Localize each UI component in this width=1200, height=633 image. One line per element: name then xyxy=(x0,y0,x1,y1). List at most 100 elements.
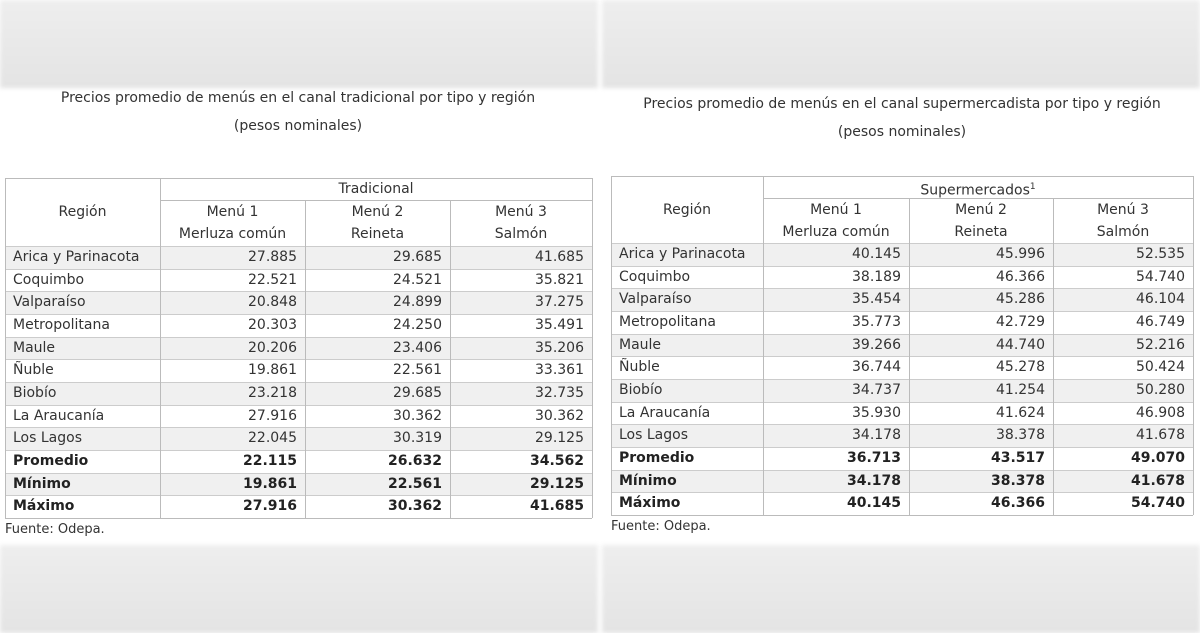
cell: 34.178 xyxy=(846,472,901,489)
rule xyxy=(611,424,1193,426)
rule xyxy=(611,311,1193,312)
rule xyxy=(5,472,592,496)
cell: 41.685 xyxy=(529,498,584,515)
rule xyxy=(5,178,6,519)
cell: 46.908 xyxy=(1136,404,1185,421)
rule xyxy=(5,427,592,451)
cell: 29.125 xyxy=(535,430,584,447)
cell: 22.115 xyxy=(242,453,297,470)
cell: 24.250 xyxy=(393,317,442,333)
cell: 35.454 xyxy=(852,291,901,308)
cell: 41.678 xyxy=(1130,472,1185,489)
cell: 20.206 xyxy=(248,339,297,356)
column-header: Merluza común xyxy=(782,224,890,240)
cell: 22.561 xyxy=(393,362,442,379)
row-label: Metropolitana xyxy=(619,314,716,330)
cell: 34.737 xyxy=(852,382,901,399)
row-label: Coquimbo xyxy=(619,268,691,285)
row-label: Ñuble xyxy=(13,362,54,379)
row-label: Valparaíso xyxy=(13,294,86,311)
row-label: Promedio xyxy=(13,453,89,470)
column-header: Menú 1 xyxy=(810,202,862,218)
cell: 50.424 xyxy=(1136,359,1185,376)
cell: 35.821 xyxy=(535,271,584,288)
rule xyxy=(5,404,592,406)
row-label: Valparaíso xyxy=(619,291,692,308)
rule xyxy=(305,200,306,519)
cell: 49.070 xyxy=(1130,450,1185,467)
cell: 54.740 xyxy=(1130,495,1185,512)
title: Precios promedio de menús en el canal su… xyxy=(643,96,1161,112)
rule xyxy=(1053,198,1054,516)
rule xyxy=(5,382,592,384)
rule xyxy=(5,495,592,497)
cell: 30.362 xyxy=(393,407,442,424)
rule xyxy=(5,268,592,270)
cell: 20.848 xyxy=(248,294,297,311)
cell: 50.280 xyxy=(1136,382,1185,399)
cell: 52.216 xyxy=(1136,336,1185,353)
row-label: La Araucanía xyxy=(13,407,105,424)
rule xyxy=(611,379,1193,402)
row-label: Arica y Parinacota xyxy=(619,246,746,262)
rule xyxy=(611,401,1193,403)
rule xyxy=(611,379,1193,381)
cell: 52.535 xyxy=(1136,246,1185,262)
column-header: Menú 3 xyxy=(495,204,547,220)
rule xyxy=(5,246,592,247)
cell: 19.861 xyxy=(248,362,297,379)
source: Fuente: Odepa. xyxy=(5,522,105,538)
title: Precios promedio de menús en el canal tr… xyxy=(60,90,536,106)
column-header: Merluza común xyxy=(178,226,287,242)
cell: 40.145 xyxy=(852,246,901,262)
column-header: Reineta xyxy=(954,224,1008,240)
rule xyxy=(763,198,1193,199)
row-label: Biobío xyxy=(13,385,57,402)
cell: 36.713 xyxy=(846,450,901,467)
rule xyxy=(611,288,1193,290)
subtitle: (pesos nominales) xyxy=(837,124,967,140)
rule xyxy=(611,515,1193,517)
column-header: Menú 2 xyxy=(351,204,404,220)
column-header: Salmón xyxy=(1096,224,1150,240)
rule xyxy=(763,176,764,516)
rule xyxy=(5,336,592,338)
rule xyxy=(611,176,612,516)
rule xyxy=(611,424,1193,448)
row-label: Biobío xyxy=(619,382,663,399)
rule xyxy=(611,356,1193,358)
rule xyxy=(611,333,1193,335)
rule xyxy=(909,198,910,516)
rule xyxy=(611,265,1193,267)
cell: 22.521 xyxy=(248,271,297,288)
column-header: Salmón xyxy=(494,226,548,242)
footnote-marker: 1 xyxy=(1029,182,1036,192)
cell: 33.361 xyxy=(535,362,584,379)
cell: 43.517 xyxy=(990,450,1045,467)
cell: 27.885 xyxy=(248,249,297,265)
row-label: Los Lagos xyxy=(13,430,82,447)
cell: 40.145 xyxy=(846,495,901,512)
row-label: Arica y Parinacota xyxy=(13,249,140,265)
rule xyxy=(611,243,1193,244)
rule xyxy=(611,176,1193,177)
row-label: Ñuble xyxy=(619,359,660,376)
rule xyxy=(5,359,592,361)
cell: 41.685 xyxy=(535,249,584,265)
cell: 35.491 xyxy=(535,317,584,333)
rule xyxy=(611,447,1193,449)
row-label: Maule xyxy=(619,336,662,353)
cell: 45.286 xyxy=(996,291,1045,308)
cell: 42.729 xyxy=(996,314,1045,330)
cell: 20.303 xyxy=(248,317,297,333)
row-label: Mínimo xyxy=(619,472,677,489)
rule xyxy=(5,246,592,269)
cell: 24.899 xyxy=(393,294,442,311)
cell: 34.562 xyxy=(529,453,584,470)
rule xyxy=(5,472,592,474)
rule xyxy=(611,333,1193,357)
rule xyxy=(5,518,592,520)
cell: 46.366 xyxy=(990,495,1045,512)
cell: 41.678 xyxy=(1136,427,1185,444)
cell: 29.125 xyxy=(529,475,584,492)
